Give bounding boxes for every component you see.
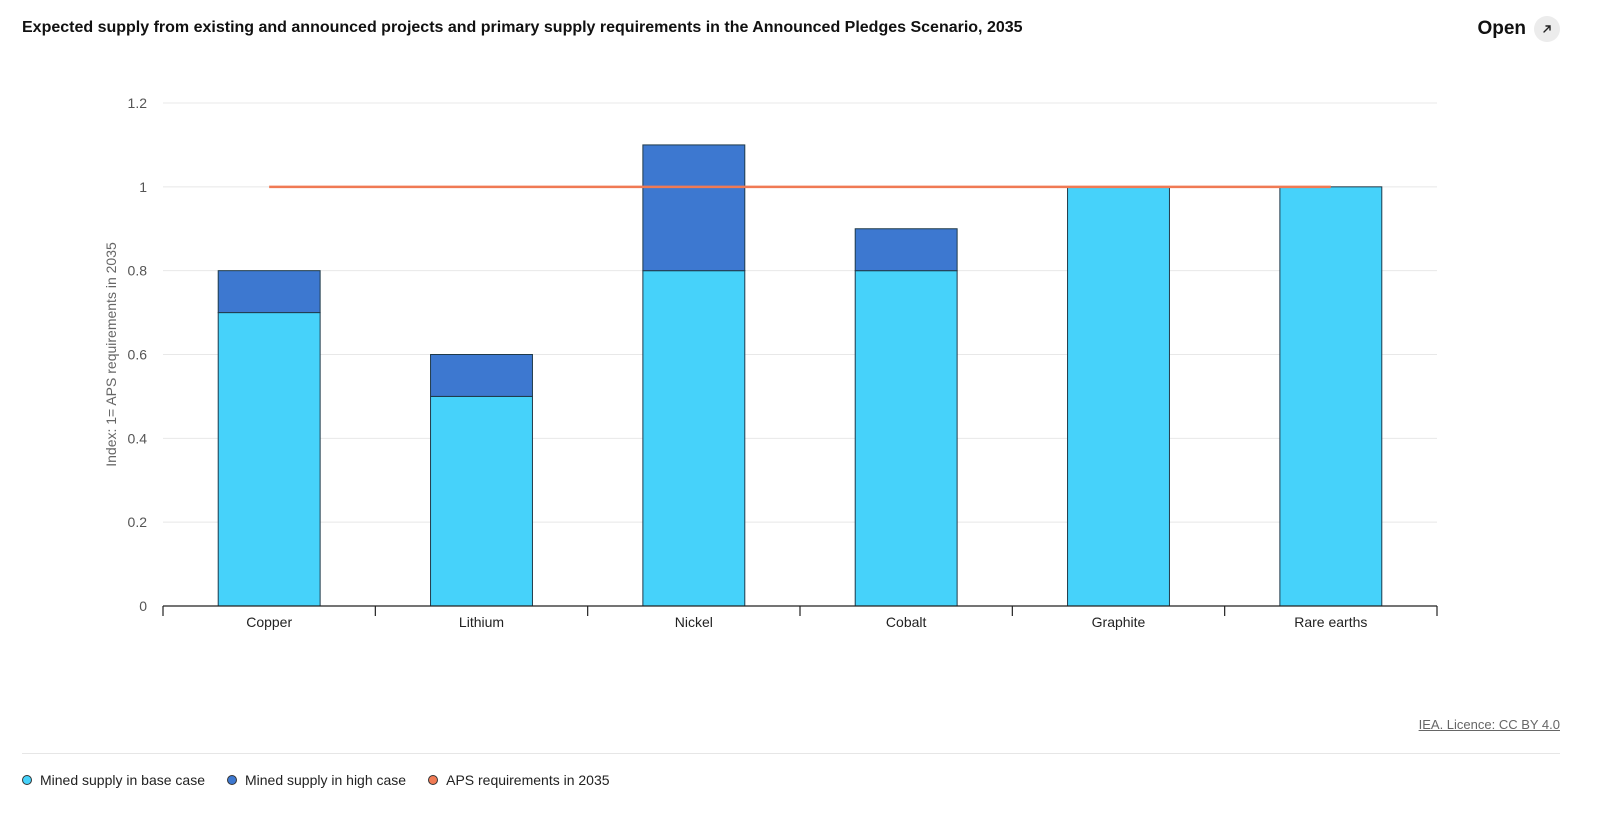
- x-tick-label: Cobalt: [886, 614, 927, 630]
- bar-base-case: [1279, 186, 1383, 607]
- x-tick-label: Graphite: [1092, 614, 1146, 630]
- open-button[interactable]: Open: [1477, 16, 1560, 42]
- bar-chart: 0 0.2 0.4 0.6 0.8 1 1.2 Index: 1= APS requireme…: [103, 95, 1438, 630]
- legend-swatch-high: [227, 775, 237, 785]
- x-tick-label: Lithium: [459, 614, 504, 630]
- y-axis-label: Index: 1= APS requirements in 2035: [103, 242, 119, 467]
- legend-label-high: Mined supply in high case: [245, 772, 407, 788]
- bar-high-case: [217, 270, 321, 314]
- bar-high-case: [854, 228, 958, 272]
- x-tick-label: Nickel: [675, 614, 713, 630]
- x-tick-label: Rare earths: [1294, 614, 1367, 630]
- bar-high-case: [430, 354, 533, 397]
- bar-base-case: [1067, 186, 1170, 607]
- legend-item-requirement[interactable]: APS requirements in 2035: [428, 772, 610, 788]
- x-tick-label: Copper: [246, 614, 292, 630]
- chart-title: Expected supply from existing and announ…: [22, 19, 1023, 36]
- bar-base-case: [854, 270, 958, 607]
- licence-link[interactable]: IEA. Licence: CC BY 4.0: [1418, 717, 1560, 732]
- y-tick-label: 0.6: [128, 347, 148, 363]
- y-tick-label: 1: [139, 179, 147, 195]
- bar-base-case: [430, 395, 533, 607]
- legend-swatch-requirement: [428, 775, 439, 785]
- y-tick-label: 0.2: [128, 514, 148, 530]
- legend-item-high[interactable]: Mined supply in high case: [227, 772, 406, 788]
- open-button-label: Open: [1477, 18, 1526, 39]
- y-tick-label: 0: [139, 598, 147, 614]
- legend-swatch-base: [22, 775, 32, 785]
- y-tick-label: 0.4: [128, 430, 148, 446]
- legend-label-base: Mined supply in base case: [40, 772, 205, 788]
- legend-label-requirement: APS requirements in 2035: [446, 772, 610, 788]
- bar-base-case: [642, 270, 746, 607]
- bar-high-case: [642, 144, 746, 272]
- legend: Mined supply in base case Mined supply i…: [22, 772, 610, 788]
- legend-item-base[interactable]: Mined supply in base case: [22, 772, 205, 788]
- bar-base-case: [217, 312, 321, 607]
- legend-divider: [22, 753, 1560, 754]
- y-tick-label: 1.2: [128, 95, 148, 111]
- external-link-icon: [1534, 16, 1560, 42]
- y-tick-label: 0.8: [128, 263, 148, 279]
